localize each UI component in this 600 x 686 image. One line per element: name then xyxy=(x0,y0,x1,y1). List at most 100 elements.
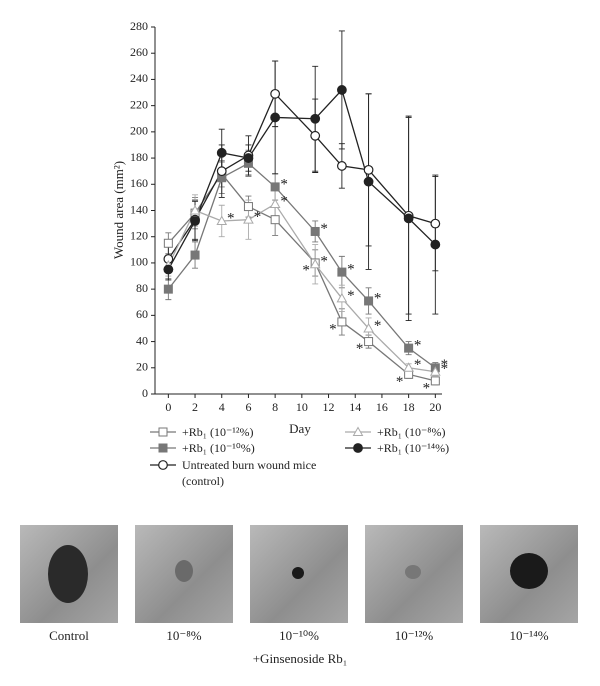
significance-mark: * xyxy=(302,262,310,278)
x-tick-label: 10 xyxy=(296,400,308,414)
significance-mark: * xyxy=(320,254,328,270)
legend-label: Untreated burn wound mice (control) xyxy=(182,458,317,488)
significance-mark: * xyxy=(280,176,288,192)
significance-mark: * xyxy=(423,380,431,396)
y-tick-label: 140 xyxy=(130,202,148,216)
significance-mark: * xyxy=(396,374,404,390)
legend-label: +Rb₁ (10⁻¹²%) xyxy=(182,425,254,439)
photo xyxy=(365,525,463,623)
data-point xyxy=(403,213,414,224)
data-point xyxy=(337,317,347,327)
y-tick-label: 220 xyxy=(130,97,148,111)
data-point xyxy=(336,292,348,303)
significance-mark: * xyxy=(356,341,364,357)
legend-marker xyxy=(158,460,168,470)
significance-mark: * xyxy=(441,357,449,373)
data-point xyxy=(216,215,228,225)
x-axis-label: Day xyxy=(289,421,311,436)
data-point xyxy=(430,218,441,229)
legend-label: +Rb₁ (10⁻¹⁴%) xyxy=(377,441,450,455)
data-point xyxy=(310,130,321,141)
y-tick-label: 100 xyxy=(130,255,148,269)
data-point xyxy=(336,161,347,171)
data-point xyxy=(243,153,254,163)
photo-caption: 10⁻¹²% xyxy=(395,628,434,643)
x-tick-label: 14 xyxy=(349,400,361,414)
significance-mark: * xyxy=(414,338,422,354)
data-point xyxy=(269,198,281,208)
data-point xyxy=(430,376,440,386)
data-point xyxy=(429,366,441,376)
significance-mark: * xyxy=(329,321,337,337)
significance-mark: * xyxy=(347,288,355,304)
data-point xyxy=(363,176,374,187)
y-tick-label: 40 xyxy=(136,333,148,347)
photo xyxy=(20,525,118,623)
legend-marker xyxy=(158,427,168,437)
data-point xyxy=(270,182,280,192)
data-point xyxy=(337,267,347,277)
x-tick-label: 20 xyxy=(429,400,441,414)
series-line xyxy=(167,172,436,382)
y-tick-label: 120 xyxy=(130,228,148,242)
series-line xyxy=(167,92,436,260)
data-point xyxy=(270,88,281,99)
photo xyxy=(135,525,233,623)
significance-mark: * xyxy=(374,318,382,334)
y-tick-label: 160 xyxy=(130,176,148,190)
x-tick-label: 2 xyxy=(192,400,198,414)
x-tick-label: 8 xyxy=(272,400,278,414)
data-point xyxy=(404,343,414,353)
y-tick-label: 200 xyxy=(130,124,148,138)
data-point xyxy=(270,112,281,123)
x-tick-label: 12 xyxy=(323,400,335,414)
data-point xyxy=(216,166,227,177)
significance-mark: * xyxy=(320,221,328,237)
data-point xyxy=(190,250,200,260)
photo-caption: 10⁻⁸% xyxy=(166,628,201,643)
x-tick-label: 4 xyxy=(219,400,225,414)
data-point xyxy=(310,113,321,124)
x-tick-label: 6 xyxy=(245,400,251,414)
data-point xyxy=(190,216,200,226)
data-point xyxy=(163,238,173,248)
data-point xyxy=(430,239,441,250)
significance-mark: * xyxy=(254,209,262,225)
data-point xyxy=(336,85,347,95)
x-tick-label: 16 xyxy=(376,400,388,414)
y-tick-label: 80 xyxy=(136,281,148,295)
data-point xyxy=(364,337,374,347)
data-point xyxy=(310,226,320,236)
data-point xyxy=(163,264,174,275)
data-point xyxy=(270,215,280,225)
data-point xyxy=(309,258,321,269)
data-point xyxy=(364,296,374,306)
y-axis-label: Wound area (mm²) xyxy=(111,161,126,259)
x-tick-label: 18 xyxy=(403,400,415,414)
legend-marker xyxy=(158,443,168,453)
significance-mark: * xyxy=(414,357,422,373)
legend-marker xyxy=(352,426,364,436)
y-tick-label: 180 xyxy=(130,150,148,164)
significance-mark: * xyxy=(441,361,449,377)
data-point xyxy=(363,164,374,175)
significance-mark: * xyxy=(374,290,382,306)
series-line xyxy=(167,203,436,373)
photo xyxy=(250,525,348,623)
x-tick-label: 0 xyxy=(165,400,171,414)
y-tick-label: 60 xyxy=(136,307,148,321)
data-point xyxy=(243,202,253,212)
data-point xyxy=(216,147,227,158)
data-point xyxy=(163,284,173,294)
data-point xyxy=(243,214,254,224)
y-tick-label: 20 xyxy=(136,360,148,374)
photo-caption: Control xyxy=(49,628,89,643)
photo-caption: 10⁻¹⁰% xyxy=(279,628,319,643)
photo-caption: 10⁻¹⁴% xyxy=(509,628,548,643)
series-line xyxy=(167,88,436,270)
y-tick-label: 0 xyxy=(142,386,148,400)
significance-mark: * xyxy=(280,193,288,209)
significance-mark: * xyxy=(347,262,355,278)
legend-marker xyxy=(353,443,363,453)
